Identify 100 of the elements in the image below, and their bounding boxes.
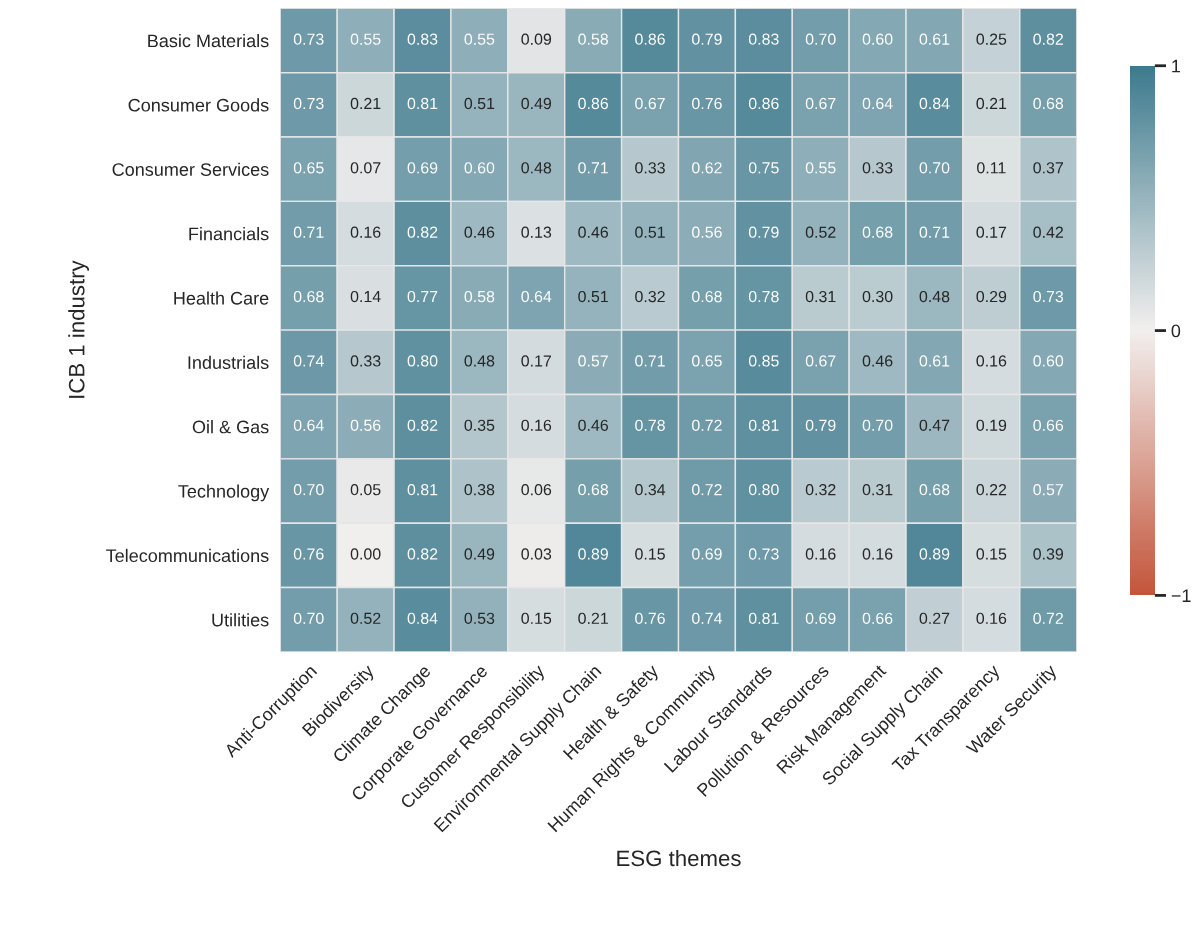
- data-label: 0.33: [635, 162, 665, 174]
- data-label: 0.76: [692, 97, 722, 110]
- data-label: 0.69: [805, 612, 836, 625]
- data-label: 0.79: [692, 33, 722, 45]
- data-label: 0.70: [862, 419, 893, 431]
- data-label: 0.72: [1033, 612, 1063, 625]
- y-tick-label: Health Care: [174, 291, 269, 305]
- data-label: 0.31: [805, 290, 836, 303]
- data-label: 0.84: [407, 612, 438, 625]
- data-label: 0.82: [407, 226, 438, 238]
- data-label: 0.58: [464, 290, 495, 303]
- data-label: 0.37: [1033, 162, 1063, 174]
- data-label: 0.80: [748, 483, 779, 496]
- data-label: 0.57: [578, 355, 608, 367]
- data-label: 0.32: [635, 290, 665, 303]
- data-label: 0.16: [862, 548, 893, 560]
- data-label: 0.70: [293, 612, 324, 625]
- data-label: 0.68: [862, 226, 893, 238]
- data-label: 0.68: [1033, 97, 1064, 110]
- data-label: 0.48: [464, 355, 495, 367]
- data-label: 0.70: [293, 483, 324, 496]
- data-label: 0.16: [976, 612, 1007, 625]
- data-label: 0.84: [919, 97, 950, 110]
- data-label: 0.52: [350, 612, 381, 625]
- data-label: 0.71: [635, 355, 665, 367]
- data-label: 0.81: [748, 419, 779, 431]
- y-tick-label: Utilities: [212, 613, 269, 627]
- data-label: 0.66: [862, 612, 893, 625]
- data-label: 0.33: [350, 355, 381, 367]
- data-label: 0.55: [464, 33, 495, 45]
- data-label: 0.62: [692, 162, 722, 174]
- data-label: 0.06: [521, 483, 552, 496]
- color-bar-label: 0: [1171, 324, 1181, 338]
- data-label: 0.82: [407, 548, 438, 560]
- data-label: 0.46: [578, 226, 609, 238]
- y-tick-label: Financials: [189, 227, 269, 241]
- data-label: 0.72: [692, 419, 722, 431]
- data-label: 0.51: [635, 226, 665, 238]
- data-label: 0.73: [293, 97, 324, 110]
- data-label: 0.78: [748, 290, 779, 303]
- data-label: 0.48: [521, 162, 552, 174]
- data-label: 0.31: [862, 483, 893, 496]
- data-label: 0.47: [919, 419, 950, 431]
- data-label: 0.71: [578, 162, 608, 174]
- data-label: 0.55: [350, 33, 381, 45]
- data-label: 0.67: [805, 355, 836, 367]
- data-label: 0.21: [578, 612, 608, 625]
- data-label: 0.49: [521, 97, 552, 110]
- data-label: 0.15: [976, 548, 1007, 560]
- data-label: 0.81: [407, 483, 438, 496]
- data-label: 0.25: [976, 33, 1007, 45]
- data-label: 0.49: [464, 548, 495, 560]
- data-label: 0.46: [464, 226, 495, 238]
- data-label: 0.22: [976, 483, 1007, 496]
- data-label: 0.78: [635, 419, 665, 431]
- data-label: 0.39: [1033, 548, 1064, 560]
- y-tick-label: Oil & Gas: [192, 420, 269, 434]
- data-label: 0.65: [293, 162, 324, 174]
- data-label: 0.46: [578, 419, 609, 431]
- y-tick-label: Consumer Services: [112, 162, 269, 176]
- data-label: 0.29: [976, 290, 1007, 303]
- y-tick-label: Basic Materials: [148, 33, 269, 48]
- data-label: 0.85: [748, 355, 779, 367]
- data-label: 0.05: [350, 483, 381, 496]
- data-label: 0.64: [293, 419, 324, 431]
- data-label: 0.81: [748, 612, 779, 625]
- data-label: 0.68: [293, 290, 324, 303]
- data-label: 0.21: [350, 97, 381, 110]
- data-label: 0.15: [521, 612, 552, 625]
- data-label: 0.76: [293, 548, 324, 560]
- data-label: 0.76: [635, 612, 665, 625]
- data-label: 0.64: [862, 97, 893, 110]
- data-label: 0.13: [521, 226, 552, 238]
- data-label: 0.82: [407, 419, 438, 431]
- data-label: 0.16: [976, 355, 1007, 367]
- data-label: 0.57: [1033, 483, 1063, 496]
- data-label: 0.72: [692, 483, 722, 496]
- data-label: 0.55: [805, 162, 836, 174]
- data-label: 0.53: [464, 612, 495, 625]
- x-axis-title: ESG themes: [617, 849, 741, 867]
- data-label: 0.67: [805, 97, 836, 110]
- data-label: 0.68: [919, 483, 950, 496]
- data-label: 0.71: [293, 226, 324, 238]
- data-label: 0.70: [919, 162, 950, 174]
- data-label: 0.86: [748, 97, 779, 110]
- data-label: 0.38: [464, 483, 495, 496]
- color-bar-label: 1: [1172, 59, 1181, 73]
- data-label: 0.56: [350, 419, 381, 431]
- data-label: 0.70: [805, 33, 836, 45]
- data-label: 0.30: [862, 290, 893, 303]
- data-label: 0.81: [407, 97, 438, 110]
- data-label: 0.16: [805, 548, 836, 560]
- data-label: 0.42: [1033, 226, 1063, 238]
- data-label: 0.86: [635, 33, 665, 45]
- data-label: 0.52: [805, 226, 836, 238]
- data-label: 0.65: [692, 355, 722, 367]
- data-label: 0.66: [1033, 419, 1064, 431]
- data-label: 0.03: [521, 548, 552, 560]
- data-label: 0.34: [635, 483, 666, 496]
- data-label: 0.14: [350, 290, 381, 303]
